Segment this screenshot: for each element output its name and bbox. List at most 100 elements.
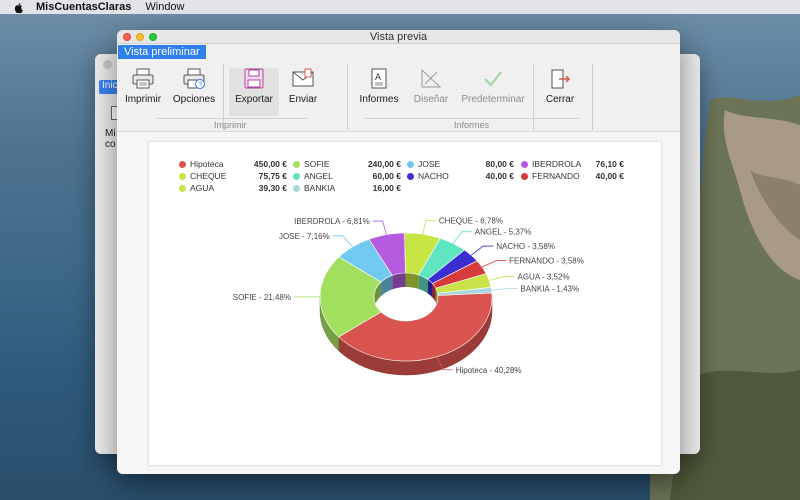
legend-swatch [293,160,300,168]
legend-value: 40,00 € [595,171,624,181]
informes-button[interactable]: A Informes [357,68,401,116]
exportar-label: Exportar [235,94,273,105]
report-page: Hipoteca 450,00 € SOFIE 240,00 € JOSE 80,00 €… [148,141,662,466]
slice-bankia [437,286,493,296]
imprimir-button[interactable]: Imprimir [123,68,163,116]
save-disk-icon [244,68,264,89]
maximize-icon[interactable] [149,33,157,41]
legend-label: NACHO [418,171,449,181]
legend-swatch [179,160,186,168]
window-menu[interactable]: Window [145,1,185,13]
legend-label: SOFIE [304,159,330,169]
legend-label: FERNANDO [532,171,580,181]
toolbar-separator [347,64,348,130]
leader-line [372,220,387,235]
legend-swatch [521,172,528,180]
disenar-label: Diseñar [413,94,449,105]
slice-label: SOFIE - 21,48% [233,293,291,302]
cerrar-button[interactable]: Cerrar [541,68,579,116]
exit-door-icon [551,69,571,89]
title-bar[interactable]: Vista previa [117,30,680,44]
slice-label: IBERDROLA - 6,81% [294,217,370,226]
minimize-icon[interactable] [136,33,144,41]
legend-swatch [293,184,300,192]
slice-inner-fernando [432,283,436,303]
checkmark-icon [484,71,502,87]
predeterminar-label: Predeterminar [461,94,525,105]
toolbar-separator [223,64,224,130]
opciones-button[interactable]: ? Opciones [171,68,217,116]
slice-label: Hipoteca - 40,28% [456,366,522,375]
legend-item: FERNANDO [521,170,580,182]
leader-line [491,288,518,291]
leader-line [436,356,453,371]
preview-area[interactable]: Hipoteca 450,00 € SOFIE 240,00 € JOSE 80,00 €… [117,132,680,474]
leader-line [488,276,515,281]
legend-item: BANKIA [293,182,335,194]
slice-label: BANKIA - 1,43% [520,285,579,294]
legend-label: JOSE [418,159,441,169]
exportar-button[interactable]: Exportar [229,68,279,116]
legend-value: 80,00 € [485,159,514,169]
leader-line [452,231,472,244]
apple-icon[interactable] [14,2,24,13]
slice-label: FERNANDO - 3,58% [509,257,584,266]
slice-inner-cheque [405,273,419,289]
app-menu[interactable]: MisCuentasClaras [36,1,132,13]
legend-item: CHEQUE [179,170,226,182]
leader-line [481,260,507,268]
group-divider-imprimir [157,118,307,119]
slice-label: CHEQUE - 6,78% [439,217,503,226]
background-window-close-icon[interactable] [103,60,112,69]
slice-inner-angel [418,274,428,294]
printer-icon [132,68,154,89]
group-label-informes: Informes [454,120,490,130]
slice-hipoteca [338,292,493,362]
informes-label: Informes [359,94,399,105]
slice-inner-iberdrola [392,273,406,290]
legend-swatch [407,172,414,180]
legend-label: ANGEL [304,171,333,181]
chart-legend: Hipoteca 450,00 € SOFIE 240,00 € JOSE 80,00 €… [149,142,663,194]
legend-label: IBERDROLA [532,159,582,169]
legend-item: ANGEL [293,170,333,182]
disenar-button[interactable]: Diseñar [409,68,453,116]
toolbar-separator [533,64,534,130]
svg-text:?: ? [198,82,202,89]
legend-value: 76,10 € [595,159,624,169]
tab-vista-preliminar[interactable]: Vista preliminar [118,45,206,59]
close-icon[interactable] [123,33,131,41]
legend-item: Hipoteca [179,158,224,170]
slice-label: JOSE - 7,16% [279,232,330,241]
menu-bar: MisCuentasClaras Window [0,0,800,14]
slice-sofie [319,256,382,338]
report-icon: A [371,68,387,89]
legend-value: 40,00 € [485,171,514,181]
group-divider-informes [365,118,579,119]
toolbar-separator [592,64,593,130]
legend-value: 450,00 € [253,159,287,169]
predeterminar-button[interactable]: Predeterminar [461,68,525,116]
legend-label: Hipoteca [190,159,224,169]
background-item-label: Mi co [105,128,116,150]
enviar-label: Enviar [288,94,318,105]
imprimir-label: Imprimir [124,94,162,105]
legend-label: CHEQUE [190,171,227,181]
legend-label: AGUA [190,183,215,193]
legend-item: AGUA [179,182,214,194]
legend-label: BANKIA [304,183,336,193]
printer-options-icon: ? [183,68,205,89]
legend-item: IBERDROLA [521,158,581,170]
slice-inner-jose [381,275,393,296]
legend-value: 75,75 € [258,171,287,181]
legend-item: NACHO [407,170,449,182]
enviar-button[interactable]: Enviar [283,68,323,116]
leader-line [422,220,436,235]
svg-text:A: A [375,72,381,82]
legend-item: JOSE [407,158,440,170]
opciones-label: Opciones [172,94,216,105]
mail-attachment-icon [292,68,314,87]
legend-value: 240,00 € [367,159,401,169]
legend-value: 39,30 € [258,183,287,193]
legend-value: 16,00 € [372,183,401,193]
